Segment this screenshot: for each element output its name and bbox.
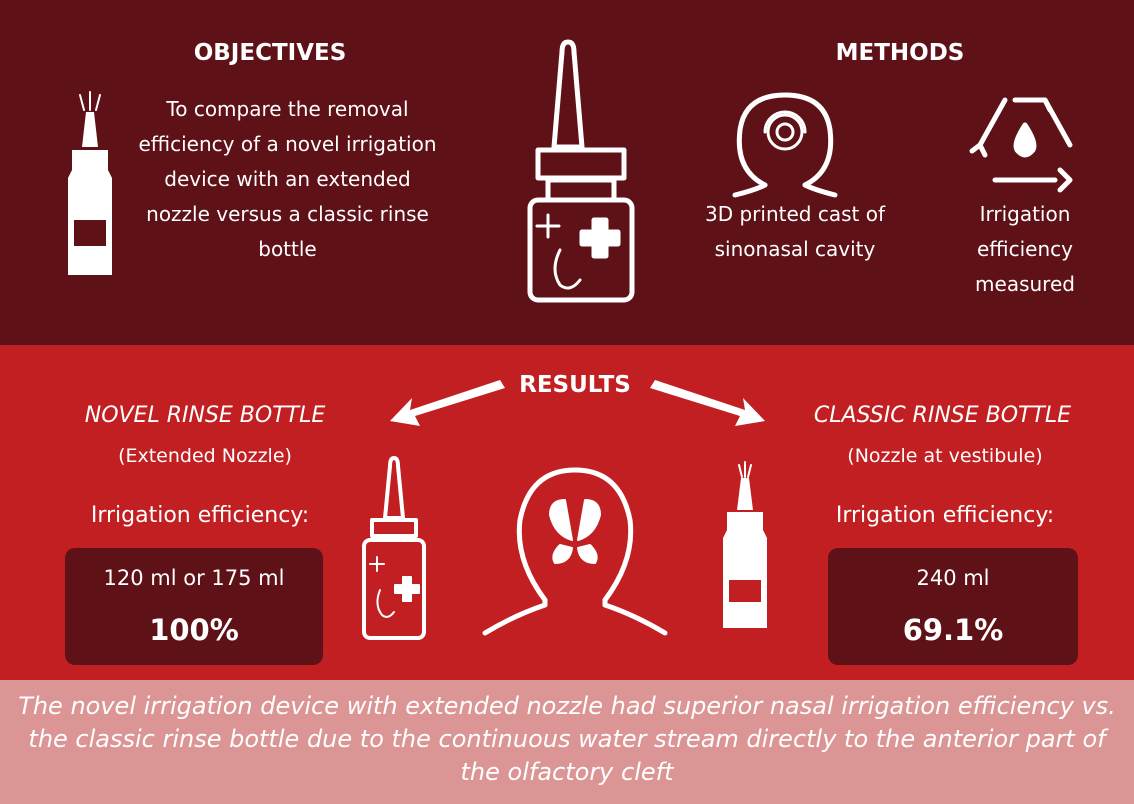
method-item: 3D printed cast of sinonasal cavity	[690, 197, 900, 267]
novel-label: Irrigation efficiency:	[10, 503, 390, 528]
novel-subtitle: (Extended Nozzle)	[20, 445, 390, 467]
classic-efficiency: 69.1%	[828, 613, 1078, 647]
results-heading: RESULTS	[475, 372, 675, 398]
methods-heading: METHODS	[750, 40, 1050, 66]
classic-bottle-icon	[68, 92, 112, 275]
novel-bottle-small	[364, 458, 424, 638]
conclusion: The novel irrigation device with extende…	[12, 690, 1122, 789]
head-icon	[485, 470, 665, 633]
classic-volume: 240 ml	[828, 566, 1078, 590]
classic-title: CLASSIC RINSE BOTTLE	[755, 403, 1130, 428]
novel-bottle-icon	[530, 42, 632, 300]
objectives-text: To compare the removal efficiency of a n…	[135, 92, 440, 267]
novel-volume: 120 ml or 175 ml	[65, 566, 323, 590]
method-item: Irrigation efficiency measured	[945, 197, 1105, 302]
objectives-heading: OBJECTIVES	[120, 40, 420, 66]
classic-label: Irrigation efficiency:	[760, 503, 1130, 528]
classic-bottle-small	[723, 462, 767, 628]
face-icon	[735, 95, 835, 195]
classic-subtitle: (Nozzle at vestibule)	[760, 445, 1130, 467]
recycle-icon	[972, 100, 1070, 190]
page: OBJECTIVES To compare the removal effici…	[0, 0, 1134, 804]
novel-efficiency: 100%	[65, 613, 323, 647]
novel-title: NOVEL RINSE BOTTLE	[20, 403, 390, 428]
